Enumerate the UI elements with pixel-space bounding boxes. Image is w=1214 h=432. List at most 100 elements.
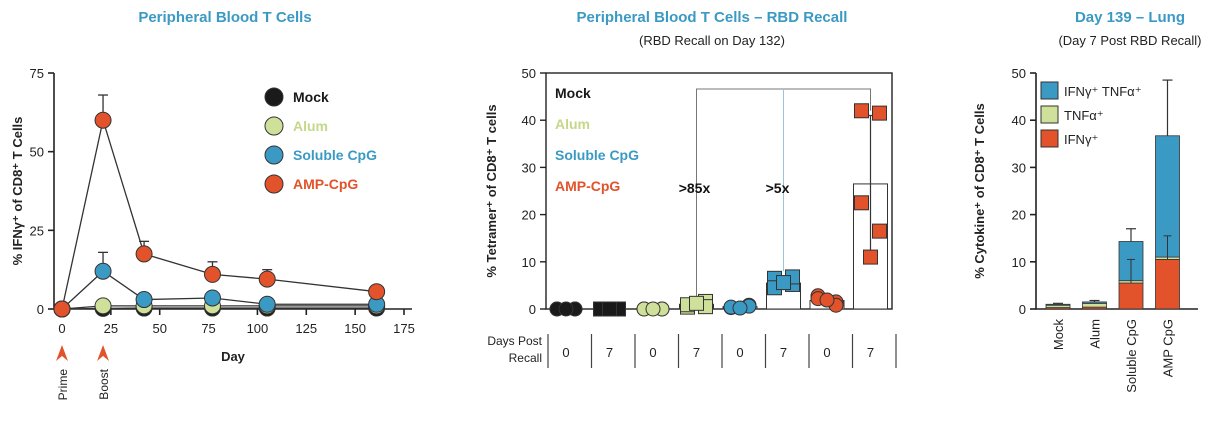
panel2-row-label: Recall	[509, 351, 542, 365]
panel3-category-label: Alum	[1088, 319, 1103, 349]
panel1-series-line-soluble	[61, 270, 377, 310]
panel3-ytick-label: 0	[1019, 302, 1026, 317]
panel3-bar-segment	[1082, 301, 1107, 304]
panel3-ytick-label: 20	[1012, 208, 1026, 223]
panel1-ylabel: % IFNγ⁺ of CD8⁺ T Cells	[10, 117, 25, 266]
panel3-bar-segment	[1118, 282, 1144, 310]
panel2-point-soluble	[732, 300, 748, 316]
panel2-day-label: 0	[649, 345, 656, 360]
panel3-category-label: Soluble CpG	[1124, 319, 1139, 393]
panel2-fold-annotation: >5x	[766, 180, 790, 196]
panel3-bar-segment	[1082, 302, 1107, 308]
panel1-xtick-label: 25	[104, 321, 118, 336]
panel1-point-soluble	[135, 291, 153, 309]
panel1-point-soluble	[203, 289, 221, 307]
panel1-xtick-label: 100	[247, 321, 269, 336]
panel3-bar-segment	[1045, 303, 1071, 306]
panel2-day-label: 7	[780, 345, 787, 360]
panel1-ytick-label: 50	[30, 145, 44, 160]
panel1-point-amp	[203, 265, 221, 283]
panel1-xtick-label: 150	[344, 321, 366, 336]
panel2-subtitle: (RBD Recall on Day 132)	[639, 33, 785, 48]
panel2-legend-label-mock: Mock	[555, 85, 591, 101]
panel3-legend-swatch	[1040, 81, 1059, 100]
panel1-xtick-label: 125	[295, 321, 317, 336]
panel2-ytick-label: 30	[522, 160, 536, 175]
panel2-point-alum	[689, 295, 704, 311]
panel2-frame	[545, 72, 893, 310]
panel3-legend-swatch	[1040, 129, 1059, 148]
panel2-ytick-label: 40	[522, 113, 536, 128]
panel1-legend-label-alum: Alum	[293, 118, 328, 134]
panel1-legend-swatch-alum	[264, 116, 284, 136]
panel2-legend-label-amp: AMP-CpG	[555, 178, 620, 194]
panel2-point-amp	[863, 249, 878, 265]
panel3-ytick-label: 40	[1012, 113, 1026, 128]
panel1-xtick-label: 0	[58, 321, 65, 336]
panel3-ytick-label: 10	[1012, 255, 1026, 270]
panel3-ytick-label: 50	[1012, 66, 1026, 81]
panel2-day-label: 7	[606, 345, 613, 360]
panel2-day-label: 7	[867, 345, 874, 360]
panel3-title: Day 139 – Lung	[1075, 9, 1185, 26]
panel1-marker-label: Prime	[56, 369, 70, 401]
panel1-marker-label: Boost	[97, 368, 111, 399]
panel1-marker-arrow	[56, 345, 68, 361]
panel2-day-label: 0	[823, 345, 830, 360]
panel2-day-label: 7	[693, 345, 700, 360]
panel3-legend-label: IFNγ⁺ TNFα⁺	[1064, 84, 1142, 99]
panel2-point-alum	[645, 301, 661, 317]
panel1-legend-label-soluble: Soluble CpG	[293, 147, 377, 163]
panel2-legend-label-soluble: Soluble CpG	[555, 147, 639, 163]
panel2-point-soluble	[776, 275, 791, 291]
panel3-bar-segment	[1155, 259, 1180, 310]
panel3-subtitle: (Day 7 Post RBD Recall)	[1058, 33, 1201, 48]
panel2-point-amp	[872, 105, 887, 121]
panel1-xtick-label: 75	[201, 321, 215, 336]
panel1-point-amp	[94, 111, 112, 129]
panel1-xtick-label: 50	[152, 321, 166, 336]
panel1-legend-label-amp: AMP-CpG	[293, 176, 358, 192]
panel2-day-label: 0	[736, 345, 743, 360]
panel1-point-alum	[94, 297, 112, 315]
panel1-xlabel: Day	[221, 349, 246, 364]
panel1-point-amp	[368, 283, 386, 301]
panel1-ytick-label: 25	[30, 223, 44, 238]
panel2-ytick-label: 10	[522, 255, 536, 270]
panel2-legend-label-alum: Alum	[555, 116, 590, 132]
panel2-point-amp	[854, 103, 869, 119]
panel1-marker-arrow	[97, 345, 110, 361]
panel1-legend-swatch-soluble	[264, 145, 284, 165]
panel2-point-amp	[872, 223, 887, 239]
panel3-ytick-label: 30	[1012, 160, 1026, 175]
panel2-title: Peripheral Blood T Cells – RBD Recall	[577, 9, 848, 26]
panel1-point-amp	[53, 300, 71, 318]
panel1-point-amp	[258, 270, 276, 288]
panel2-fold-annotation: >85x	[679, 180, 711, 196]
panel1-series-line-amp	[61, 117, 377, 310]
panel2-point-mock	[602, 301, 617, 317]
panel1-ytick-label: 75	[30, 66, 44, 81]
panel3-legend-label: TNFα⁺	[1064, 108, 1104, 123]
panel3-legend-swatch	[1040, 105, 1059, 124]
panel1-ytick-label: 0	[37, 302, 44, 317]
panel1-point-soluble	[94, 262, 112, 280]
panel2-ytick-label: 20	[522, 208, 536, 223]
panel3-category-label: Mock	[1051, 319, 1066, 351]
panel1-legend-label-mock: Mock	[293, 89, 329, 105]
panel1-point-soluble	[258, 295, 276, 313]
panel1-legend-swatch-amp	[264, 174, 284, 194]
panel2-row-label: Days Post	[487, 334, 542, 348]
panel2-point-amp	[854, 195, 869, 211]
panel2-ytick-label: 0	[529, 302, 536, 317]
panel2-point-mock	[558, 301, 574, 317]
panel2-ylabel: % Tetramer⁺ of CD8⁺ T cells	[484, 104, 499, 277]
panel1-legend-swatch-mock	[264, 87, 284, 107]
panel1-xtick-label: 175	[393, 321, 415, 336]
panel2-ytick-label: 50	[522, 66, 536, 81]
panel2-day-label: 0	[562, 345, 569, 360]
panel1-point-amp	[135, 245, 153, 263]
panel3-category-label: AMP CpG	[1161, 319, 1176, 377]
panel1-title: Peripheral Blood T Cells	[138, 9, 311, 26]
